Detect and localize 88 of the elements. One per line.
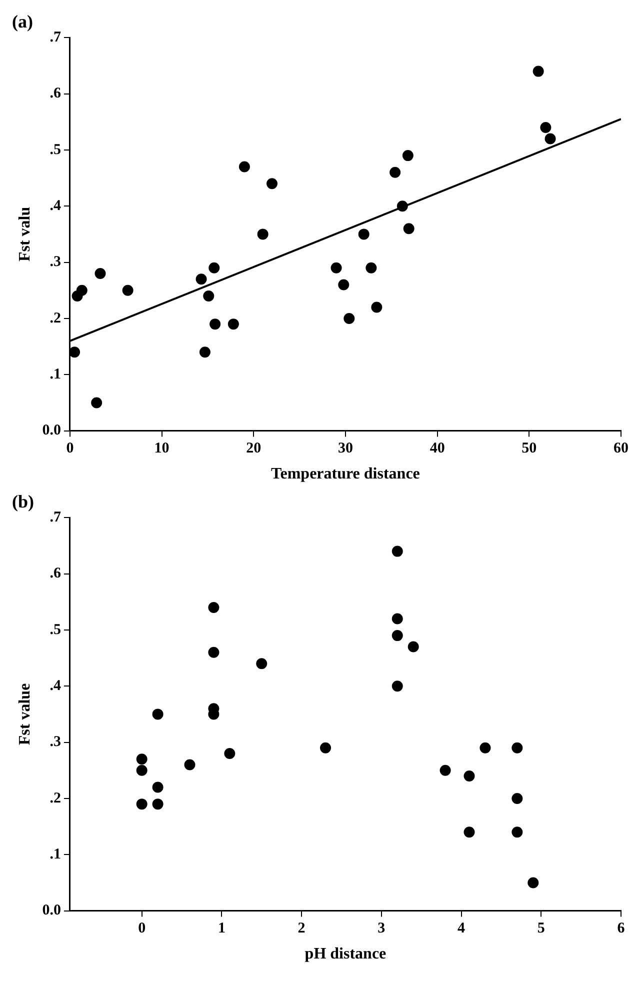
point: [136, 754, 148, 765]
x-axis-title: Temperature distance: [271, 466, 420, 483]
point: [392, 630, 403, 642]
point: [532, 66, 544, 77]
point: [266, 178, 278, 190]
y-tick-label: .3: [50, 734, 61, 750]
point: [70, 346, 80, 358]
point: [224, 748, 236, 760]
point: [392, 546, 403, 557]
point: [512, 826, 523, 838]
x-axis-title: pH distance: [304, 946, 386, 963]
y-tick-label: .2: [50, 310, 61, 326]
point: [544, 133, 556, 144]
y-tick-label: 0.0: [42, 422, 61, 439]
x-tick-label: 6: [617, 920, 626, 937]
point: [152, 782, 164, 793]
point: [208, 646, 220, 658]
point: [464, 770, 475, 782]
point: [256, 658, 268, 670]
point: [91, 397, 102, 408]
point: [464, 826, 475, 838]
y-tick-label: .7: [50, 509, 62, 526]
x-tick-label: 50: [522, 440, 537, 457]
y-axis-title: Fst valu: [16, 206, 34, 262]
point: [392, 680, 403, 692]
x-tick-label: 4: [458, 920, 466, 937]
x-tick-label: 1: [218, 920, 226, 937]
point: [122, 284, 134, 296]
point: [238, 161, 250, 172]
point: [512, 742, 523, 754]
x-tick-label: 0: [66, 440, 74, 457]
point: [76, 284, 88, 296]
point: [210, 318, 221, 330]
point: [320, 742, 332, 754]
point: [540, 122, 552, 133]
x-tick-label: 60: [614, 440, 628, 457]
point: [402, 150, 414, 162]
y-tick-label: .7: [50, 29, 62, 46]
x-tick-label: 20: [246, 440, 262, 457]
point: [330, 262, 342, 274]
x-tick-label: 0: [138, 920, 146, 937]
point: [366, 262, 377, 274]
x-tick-label: 2: [298, 920, 306, 937]
x-tick-label: 3: [378, 920, 386, 937]
y-tick-label: .2: [50, 790, 61, 806]
point: [208, 262, 220, 274]
point: [396, 200, 408, 212]
point: [208, 602, 220, 613]
y-tick-label: .1: [50, 366, 61, 383]
x-tick-label: 5: [537, 920, 545, 937]
y-tick-label: .5: [50, 622, 61, 638]
point: [94, 268, 106, 280]
point: [203, 290, 214, 302]
y-tick-label: 0.0: [42, 902, 61, 919]
x-tick-label: 10: [154, 440, 170, 457]
point: [228, 318, 239, 330]
x-tick-label: 30: [338, 440, 353, 457]
point: [371, 302, 382, 313]
y-tick-label: .3: [50, 254, 61, 270]
point: [152, 708, 164, 720]
point: [403, 223, 414, 234]
y-tick-label: .6: [50, 86, 62, 102]
point: [528, 877, 539, 888]
point: [440, 764, 451, 776]
y-tick-label: .4: [50, 678, 62, 694]
x-tick-label: 40: [430, 440, 445, 457]
point: [408, 641, 419, 652]
point: [344, 312, 355, 324]
point: [136, 764, 148, 776]
point: [152, 798, 164, 810]
point: [392, 613, 403, 624]
y-axis-title: Fst value: [16, 683, 34, 746]
point: [480, 742, 491, 754]
y-tick-label: .5: [50, 142, 61, 158]
y-tick-label: .6: [50, 566, 62, 582]
point: [184, 759, 196, 770]
point: [199, 346, 210, 358]
point: [390, 166, 401, 178]
point: [257, 228, 268, 240]
point: [196, 274, 207, 285]
y-tick-label: .4: [50, 198, 62, 214]
chart-title: (b): [12, 491, 34, 512]
point: [512, 792, 523, 804]
y-tick-label: .1: [50, 846, 61, 863]
point: [338, 279, 350, 290]
point: [358, 228, 370, 240]
chart-title: (a): [12, 11, 33, 32]
point: [136, 798, 148, 810]
